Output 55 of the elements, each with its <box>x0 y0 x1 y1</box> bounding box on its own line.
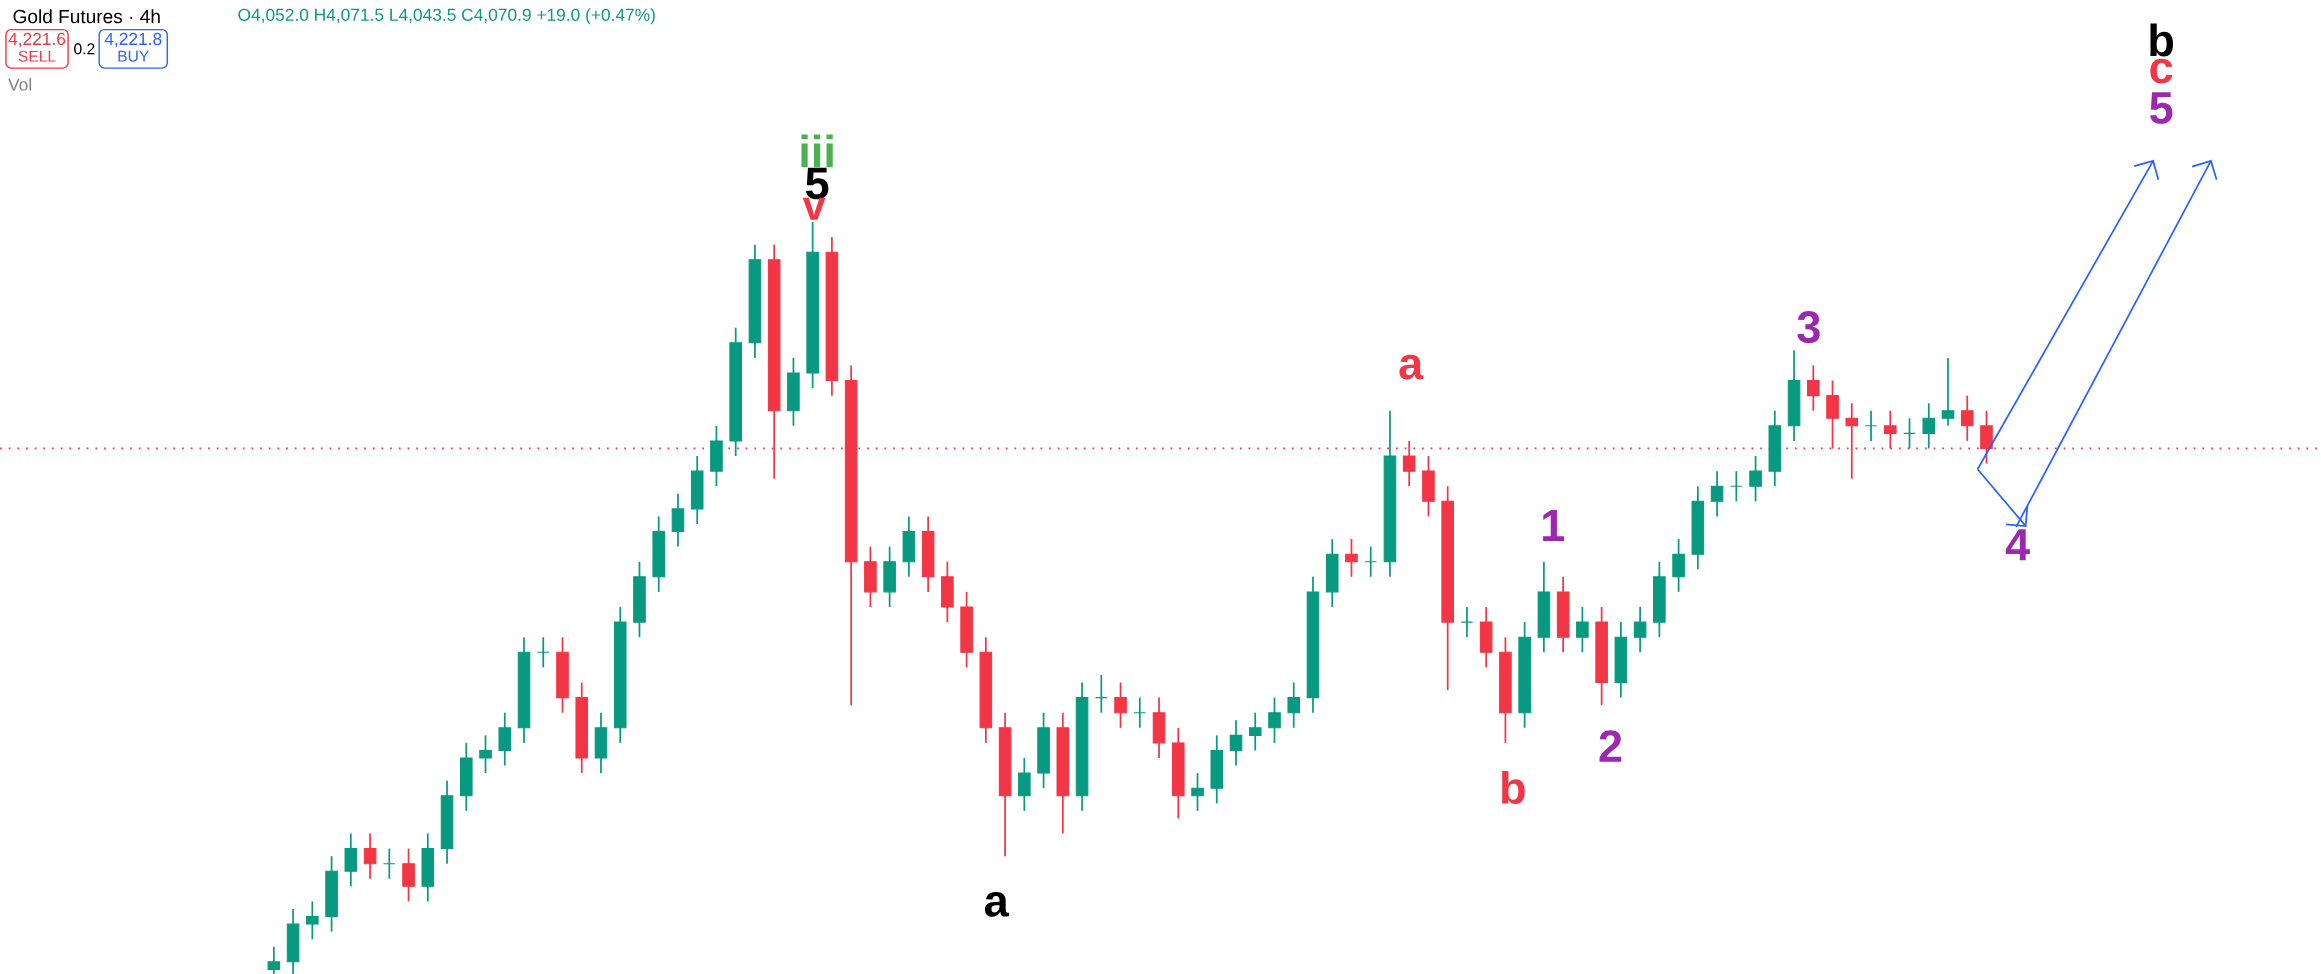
candlestick <box>1191 772 1204 812</box>
candlestick <box>1864 409 1878 442</box>
candlestick <box>1402 440 1416 488</box>
text: SELL <box>18 50 56 62</box>
candlestick <box>1287 681 1301 729</box>
candlestick <box>363 832 377 880</box>
candlestick <box>383 847 396 880</box>
candlestick <box>1749 455 1762 503</box>
candlestick <box>1826 379 1839 450</box>
candlestick <box>1845 402 1859 480</box>
text: BUY <box>118 50 149 62</box>
annotation: 2 <box>1599 730 1622 762</box>
candlestick <box>1922 402 1936 450</box>
candlestick <box>1364 545 1377 578</box>
candlestick <box>1960 394 1974 442</box>
candlestick <box>1730 470 1743 503</box>
text: Gold Futures · 4h <box>13 9 160 24</box>
annotation: 3 <box>1797 311 1820 344</box>
candlestick <box>1807 364 1820 412</box>
candlestick <box>1248 711 1262 752</box>
text: iii <box>801 134 833 168</box>
text: 4 <box>2005 529 2030 561</box>
candlestick <box>1903 417 1916 450</box>
candlestick <box>1268 696 1281 744</box>
annotation: a <box>984 892 1010 917</box>
candlestick <box>1941 357 1955 427</box>
candlestick <box>1576 606 1589 654</box>
candlestick <box>1114 681 1127 729</box>
text: 5 <box>2150 92 2173 124</box>
text: c <box>2150 58 2173 84</box>
candlestick <box>1229 719 1243 767</box>
text: b <box>2150 23 2174 57</box>
annotation: b <box>1502 770 1525 805</box>
candlestick <box>1133 696 1147 729</box>
text: 4,221.6 <box>8 32 66 48</box>
candlestick <box>536 636 550 669</box>
candlestick <box>306 900 319 941</box>
candlestick <box>498 711 512 767</box>
candlestick <box>671 492 685 548</box>
candlestick <box>479 734 492 774</box>
text: O4,052.0 H4,071.5 L4,043.5 C4,070.9 +19.0 (+0.47%) <box>238 8 655 25</box>
candlestick <box>1633 606 1647 654</box>
candlestick <box>1710 470 1724 518</box>
candlestick <box>402 847 415 903</box>
candlestick <box>344 832 358 888</box>
text: 0.2 <box>74 43 95 55</box>
annotation: a <box>1399 354 1424 380</box>
candlestick <box>1460 606 1474 639</box>
text: 4,221.8 <box>104 32 162 48</box>
text: Vol <box>8 78 32 91</box>
candlestick <box>1095 674 1108 714</box>
annotation: 1 <box>1543 509 1565 541</box>
candlestick <box>1018 757 1031 812</box>
candlestick <box>1345 538 1358 578</box>
candlestick <box>1672 538 1685 593</box>
